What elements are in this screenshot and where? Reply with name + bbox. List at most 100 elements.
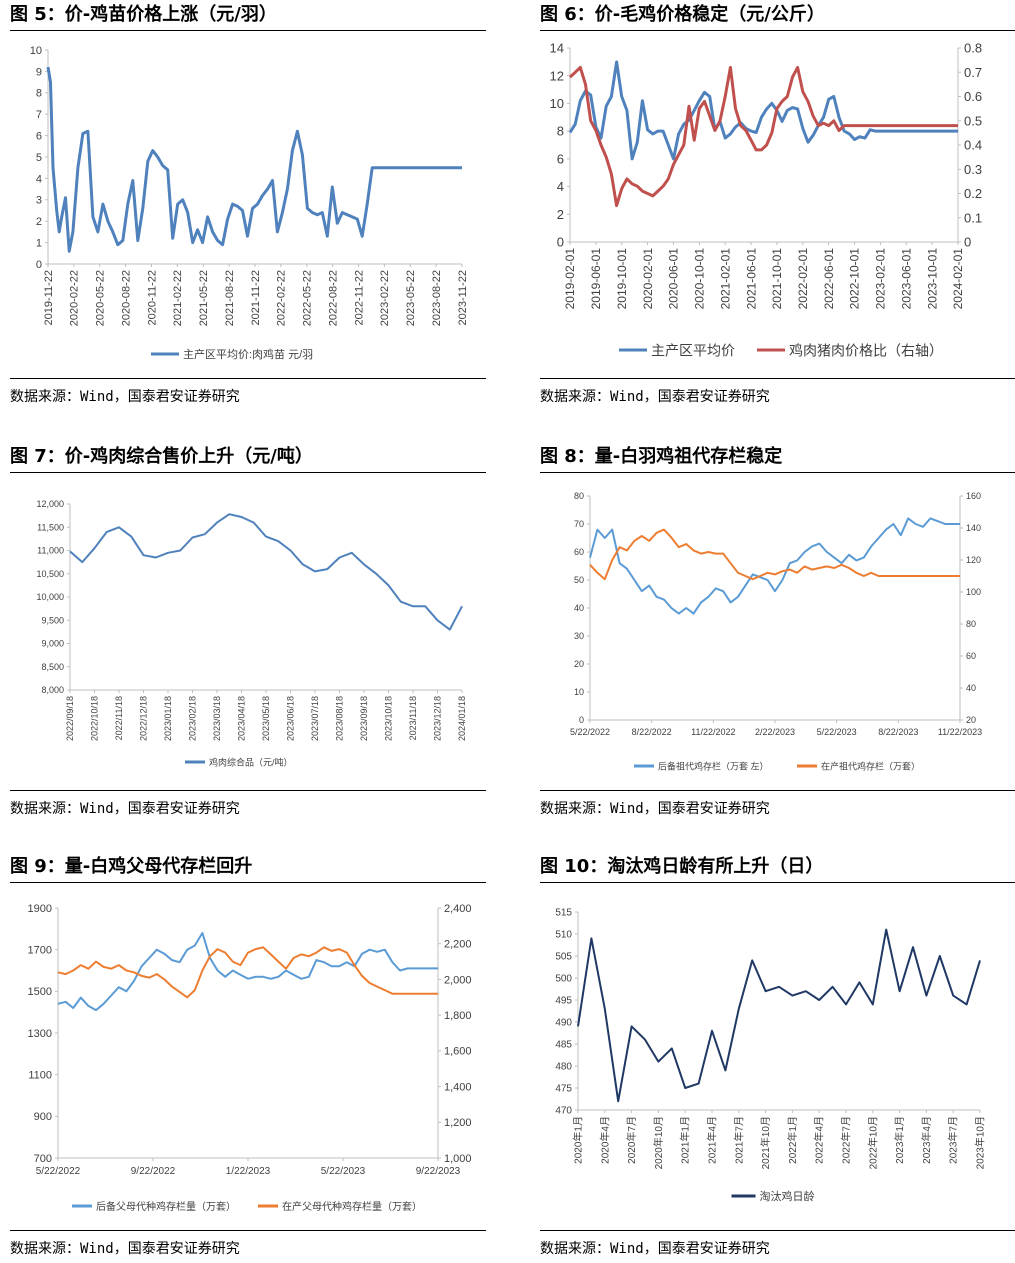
chart-fig6: 0 2 4 6 8 10 12 14 0 0.1 0.2 0.3 0.4 0.5 0.6 0.7 0.8 2019… (550, 41, 983, 359)
y-tick-label: 9 (36, 66, 42, 78)
chart-title: 图 9：量-白鸡父母代存栏回升 (10, 852, 486, 883)
source-note: 数据来源：Wind，国泰君安证券研究 (540, 801, 770, 817)
chart-title: 图 5：价-鸡苗价格上涨（元/羽） (10, 0, 486, 31)
y-tick-label: 10 (30, 45, 42, 57)
y-right-tick-label: 1,200 (444, 1117, 472, 1129)
chart-fig8: 0 10 20 30 40 50 60 70 80 20 40 60 80 100 120 140 160 5/2… (570, 491, 982, 771)
divider (10, 1230, 486, 1231)
x-tick-label: 2023年10月 (974, 1116, 987, 1169)
x-tick-label: 2021-10-01 (770, 248, 784, 310)
x-tick-label: 2021-05-22 (198, 270, 210, 326)
y-right-tick-label: 0.4 (964, 138, 982, 153)
x-tick-label: 2022-08-22 (327, 270, 339, 326)
x-tick-label: 2023/11/18 (408, 696, 418, 740)
y-tick-label: 510 (555, 930, 572, 941)
x-tick-label: 2021-02-22 (172, 270, 184, 326)
y-tick-label: 1 (36, 237, 42, 249)
y-right-tick-label: 1,000 (444, 1153, 472, 1165)
x-tick-label: 1/22/2023 (226, 1166, 271, 1177)
x-tick-label: 2022/12/18 (139, 696, 149, 741)
x-tick-label: 2022年1月 (786, 1116, 799, 1164)
y-tick-label: 12 (550, 68, 564, 83)
divider (10, 378, 486, 379)
x-tick-label: 2021年10月 (759, 1116, 772, 1169)
y-tick-label: 20 (574, 659, 584, 669)
x-tick-label: 2023/08/18 (335, 696, 345, 741)
x-tick-label: 2023/05/18 (261, 696, 271, 741)
y-right-tick-label: 0.7 (964, 65, 982, 80)
y-right-tick-label: 1,800 (444, 1010, 472, 1022)
x-tick-label: 2023/04/18 (237, 696, 247, 741)
source-note: 数据来源：Wind，国泰君安证券研究 (10, 389, 240, 405)
y-tick-label: 480 (555, 1062, 572, 1073)
x-tick-label: 8/22/2023 (878, 727, 918, 737)
x-tick-label: 2020-11-22 (146, 270, 158, 325)
x-tick-label: 2023/09/18 (359, 696, 369, 741)
y-tick-label: 500 (555, 974, 572, 985)
legend: 后备祖代鸡存栏（万套 左） 在产祖代鸡存栏（万套） (634, 760, 920, 771)
legend-label: 在产父母代种鸡存栏量（万套） (282, 1200, 422, 1213)
y-right-tick-label: 60 (966, 651, 976, 661)
chart-title: 图 10：淘汰鸡日龄有所上升（日） (540, 852, 1015, 883)
y-tick-label: 2 (36, 216, 42, 228)
y-tick-label: 50 (574, 575, 584, 585)
divider (540, 790, 1015, 791)
x-tick-label: 2021-02-01 (718, 248, 732, 310)
y-tick-label: 2 (557, 207, 564, 222)
x-tick-label: 2023-11-22 (457, 270, 469, 325)
y-tick-label: 490 (555, 1018, 572, 1029)
y-tick-label: 40 (574, 603, 584, 613)
y-tick-label: 1500 (28, 986, 52, 998)
y-tick-label: 11,000 (37, 546, 64, 556)
legend-label: 后备祖代鸡存栏（万套 左） (658, 760, 769, 771)
x-tick-label: 5/22/2022 (570, 727, 610, 737)
panel-fig8: 图 8：量-白羽鸡祖代存栏稳定 0 10 20 30 40 50 60 70 80 20 40 60 8… (540, 442, 1015, 822)
x-tick-label: 2023/07/18 (310, 696, 320, 741)
legend-label: 鸡肉猪肉价格比（右轴） (789, 342, 943, 358)
x-tick-label: 2023-05-22 (405, 270, 417, 326)
x-tick-label: 2/22/2023 (755, 727, 795, 737)
x-tick-label: 2023年4月 (920, 1116, 933, 1164)
y-tick-label: 0 (36, 259, 42, 271)
legend: 鸡肉综合品（元/吨） (185, 756, 293, 767)
x-tick-label: 2019-02-01 (563, 248, 577, 310)
x-tick-label: 9/22/2023 (416, 1166, 461, 1177)
series-line-1 (57, 932, 438, 1012)
y-tick-label: 60 (574, 547, 584, 557)
x-tick-label: 2019-10-01 (615, 248, 629, 310)
plot-area: 0 1 2 3 4 5 6 7 8 9 10 2019-11-22 2020-02-22 2020-05-… (30, 45, 469, 326)
panel-fig9: 图 9：量-白鸡父母代存栏回升 700 900 1100 1300 1500 1700 19… (10, 852, 486, 1263)
y-right-tick-label: 0 (964, 235, 971, 250)
y-tick-label: 5 (36, 152, 42, 164)
y-tick-label: 1700 (28, 945, 52, 957)
x-tick-label: 5/22/2022 (36, 1166, 81, 1177)
x-tick-label: 2020年10月 (652, 1116, 665, 1169)
legend-label: 后备父母代种鸡存栏量（万套） (96, 1200, 236, 1213)
y-tick-label: 7 (36, 109, 42, 121)
x-tick-label: 2024-02-01 (951, 248, 965, 310)
plot-area: 470 475 480 485 490 495 500 505 510 515 2020年1月 202… (555, 908, 986, 1170)
y-right-tick-label: 0.5 (964, 113, 982, 128)
chart-fig10: 470 475 480 485 490 495 500 505 510 515 2020年1月 202… (555, 908, 986, 1204)
x-tick-label: 2020-02-22 (69, 270, 81, 326)
y-tick-label: 0 (557, 235, 564, 250)
source-note: 数据来源：Wind，国泰君安证券研究 (10, 1241, 240, 1257)
y-right-tick-label: 0.1 (964, 210, 982, 225)
series-line-1 (577, 928, 981, 1103)
panel-fig10: 图 10：淘汰鸡日龄有所上升（日） 470 475 480 485 490 495 500 5… (540, 852, 1015, 1263)
y-tick-label: 4 (36, 173, 42, 185)
x-tick-label: 8/22/2022 (632, 727, 672, 737)
divider (10, 790, 486, 791)
x-tick-label: 2019-11-22 (43, 270, 55, 325)
x-tick-label: 2023-02-22 (379, 270, 391, 326)
divider (540, 378, 1015, 379)
legend-label: 淘汰鸡日龄 (760, 1189, 815, 1203)
y-right-tick-label: 160 (966, 491, 981, 501)
x-tick-label: 2023年7月 (947, 1116, 960, 1164)
x-tick-label: 2024/01/18 (457, 696, 467, 741)
x-tick-label: 2020-05-22 (95, 270, 107, 326)
x-tick-label: 2020年7月 (625, 1116, 638, 1164)
x-tick-label: 2021-06-01 (744, 248, 758, 310)
legend: 主产区平均价 鸡肉猪肉价格比（右轴） (619, 342, 943, 358)
y-right-tick-label: 0.3 (964, 162, 982, 177)
